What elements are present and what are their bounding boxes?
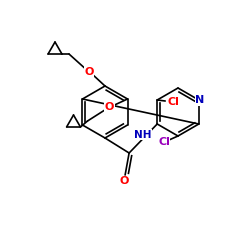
Text: Cl: Cl: [167, 97, 179, 107]
Text: N: N: [195, 95, 204, 105]
Text: NH: NH: [134, 130, 152, 140]
Text: Cl: Cl: [158, 137, 170, 147]
Text: O: O: [84, 67, 94, 77]
Text: O: O: [105, 102, 114, 112]
Text: O: O: [120, 176, 129, 186]
